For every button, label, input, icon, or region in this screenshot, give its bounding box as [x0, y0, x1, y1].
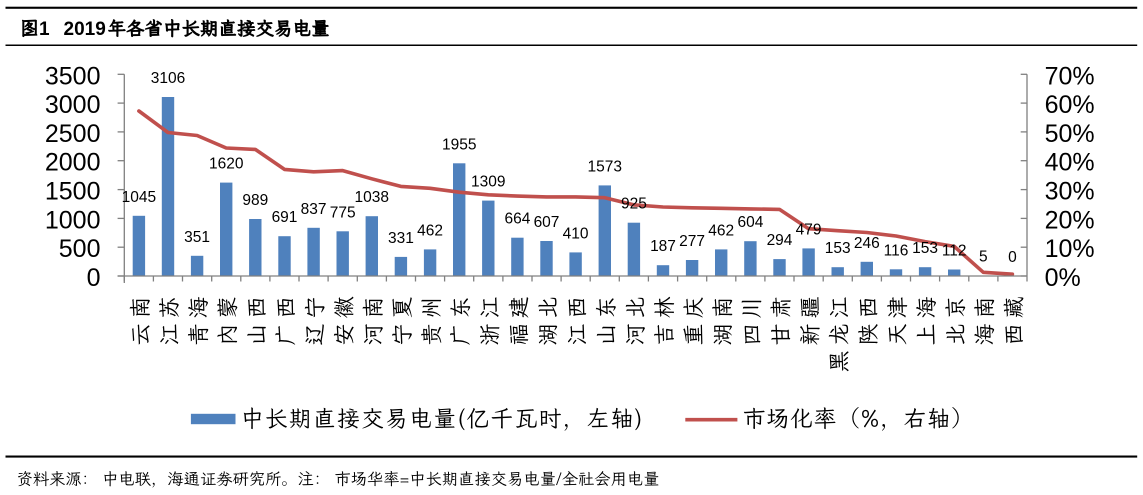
svg-text:410: 410 — [563, 225, 589, 242]
svg-text:989: 989 — [242, 192, 268, 209]
svg-text:925: 925 — [621, 196, 647, 213]
svg-text:0%: 0% — [1045, 264, 1081, 292]
svg-text:462: 462 — [708, 222, 734, 239]
svg-text:153: 153 — [825, 240, 851, 257]
svg-text:775: 775 — [330, 204, 356, 221]
svg-text:2019: 2019 — [64, 19, 106, 40]
svg-text:40%: 40% — [1045, 149, 1095, 177]
svg-text:1620: 1620 — [209, 156, 244, 173]
svg-text:2000: 2000 — [45, 149, 101, 177]
svg-text:1038: 1038 — [355, 189, 389, 206]
svg-text:1573: 1573 — [588, 158, 622, 175]
svg-text:294: 294 — [767, 232, 793, 249]
svg-text:50%: 50% — [1045, 120, 1095, 148]
svg-text:116: 116 — [884, 242, 909, 259]
svg-text:3500: 3500 — [45, 62, 101, 90]
svg-text:1309: 1309 — [471, 174, 505, 191]
svg-text:462: 462 — [417, 222, 443, 239]
svg-text:1000: 1000 — [45, 206, 101, 234]
svg-text:246: 246 — [854, 235, 880, 252]
svg-text:0: 0 — [1008, 249, 1017, 266]
svg-text:112: 112 — [942, 243, 967, 260]
svg-text:1045: 1045 — [122, 189, 156, 206]
svg-text:691: 691 — [272, 209, 298, 226]
svg-text:604: 604 — [737, 214, 763, 231]
svg-text:351: 351 — [184, 229, 210, 246]
svg-text:1: 1 — [39, 19, 50, 40]
svg-text:70%: 70% — [1045, 62, 1095, 90]
svg-text:30%: 30% — [1045, 178, 1095, 206]
svg-text:607: 607 — [534, 214, 560, 231]
svg-text:153: 153 — [912, 240, 938, 257]
svg-text:1500: 1500 — [45, 178, 101, 206]
svg-text:3106: 3106 — [151, 70, 185, 87]
svg-text:331: 331 — [388, 230, 414, 247]
svg-text:664: 664 — [504, 211, 530, 228]
svg-text:2500: 2500 — [45, 120, 101, 148]
svg-text:3000: 3000 — [45, 91, 101, 119]
svg-text:479: 479 — [796, 221, 822, 238]
svg-text:20%: 20% — [1045, 206, 1095, 234]
svg-text:0: 0 — [87, 264, 101, 292]
svg-text:10%: 10% — [1045, 235, 1095, 263]
svg-text:5: 5 — [979, 249, 988, 266]
svg-text:500: 500 — [59, 235, 101, 263]
svg-text:1955: 1955 — [442, 136, 476, 153]
svg-text:60%: 60% — [1045, 91, 1095, 119]
svg-text:837: 837 — [301, 201, 327, 218]
svg-text:277: 277 — [679, 233, 705, 250]
svg-text:187: 187 — [650, 238, 676, 255]
